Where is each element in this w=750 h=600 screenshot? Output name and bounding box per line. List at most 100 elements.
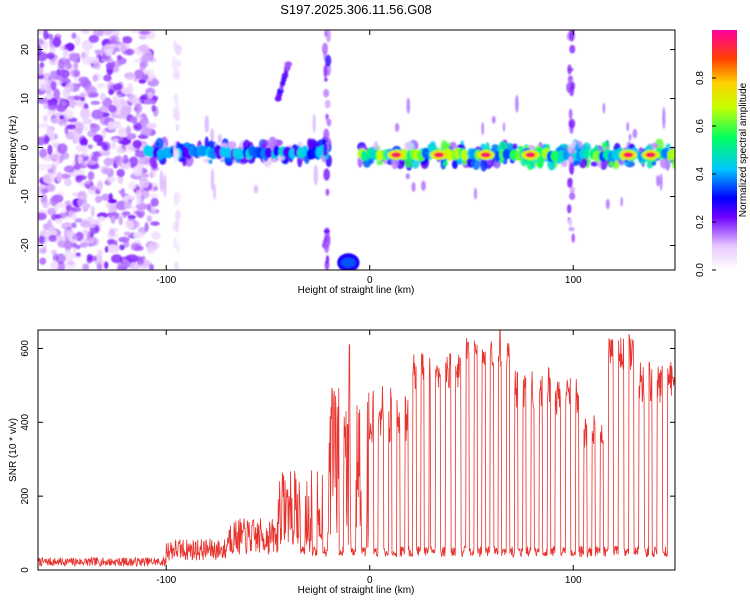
- noise-blob: [117, 127, 128, 138]
- noise-blob: [59, 115, 65, 120]
- noise-blob: [123, 137, 128, 146]
- vertical-streak: [569, 186, 575, 195]
- noise-blob: [63, 251, 74, 262]
- noise-blob: [86, 257, 93, 264]
- carrier-sidelobe: [405, 173, 410, 180]
- vertical-streak: [568, 226, 575, 232]
- noise-blob: [49, 104, 57, 109]
- noise-blob: [107, 121, 117, 131]
- carrier-sidelobe: [632, 128, 638, 139]
- noise-blob: [130, 116, 138, 124]
- carrier-halo: [208, 159, 213, 165]
- noise-blob: [84, 223, 96, 228]
- vertical-streak: [321, 42, 329, 55]
- noise-blob: [63, 44, 69, 51]
- noise-blob: [38, 187, 42, 196]
- noise-blob: [54, 214, 62, 220]
- noise-blob: [91, 109, 104, 120]
- noise-blob: [56, 253, 66, 264]
- noise-blob: [149, 263, 154, 270]
- carrier-sidelobe: [421, 180, 426, 191]
- x-tick-label: -100: [156, 275, 176, 286]
- noise-blob: [51, 249, 57, 256]
- vertical-streak: [324, 99, 331, 109]
- noise-blob: [46, 33, 54, 40]
- noise-blob: [145, 122, 157, 129]
- noise-blob: [111, 254, 123, 264]
- carrier-core: [264, 147, 272, 159]
- vertical-streak: [567, 143, 574, 154]
- noise-blob: [65, 204, 73, 212]
- noise-blob: [74, 218, 84, 223]
- vertical-streak: [567, 64, 572, 75]
- noise-blob: [45, 94, 53, 100]
- spectrogram-marks: [38, 30, 675, 270]
- vertical-streak: [173, 266, 181, 270]
- noise-blob: [73, 60, 79, 71]
- noise-blob: [133, 122, 143, 132]
- noise-blob: [123, 231, 132, 236]
- carrier-halo: [149, 156, 156, 168]
- noise-blob: [73, 163, 81, 171]
- hot-spot-core: [480, 152, 491, 158]
- carrier-core: [376, 149, 384, 161]
- noise-blob: [128, 198, 133, 204]
- noise-blob: [85, 180, 91, 185]
- noise-blob: [80, 30, 91, 35]
- noise-blob: [83, 126, 89, 131]
- spectrogram-x-axis: -100 0 100: [156, 30, 582, 286]
- noise-blob: [83, 51, 90, 56]
- vertical-streak: [567, 177, 573, 188]
- vertical-streak: [568, 108, 573, 120]
- vertical-streak: [569, 192, 576, 201]
- noise-blob: [66, 124, 77, 130]
- carrier-sidelobe: [217, 133, 222, 143]
- noise-blob: [96, 263, 103, 270]
- noise-blob: [78, 92, 89, 98]
- noise-blob: [38, 163, 47, 172]
- noise-blob: [113, 83, 123, 91]
- noise-blob: [94, 49, 103, 55]
- x-tick-label: 100: [565, 275, 582, 286]
- x-tick-label: 0: [367, 575, 373, 586]
- noise-blob: [108, 88, 114, 96]
- noise-blob: [45, 163, 53, 170]
- noise-blob: [63, 109, 75, 120]
- vertical-streak: [571, 233, 575, 243]
- noise-blob: [110, 215, 116, 224]
- noise-blob: [39, 257, 47, 265]
- vertical-streak: [176, 243, 180, 253]
- carrier-sidelobe: [491, 115, 496, 124]
- noise-blob: [130, 205, 137, 211]
- noise-blob: [128, 181, 137, 190]
- noise-blob: [38, 123, 50, 128]
- noise-blob: [56, 261, 66, 270]
- noise-blob: [127, 214, 136, 220]
- carrier-core: [583, 148, 590, 160]
- noise-blob: [146, 215, 153, 223]
- carrier-sidelobe: [473, 187, 477, 200]
- noise-blob: [122, 154, 129, 165]
- colorbar: 0.0 0.2 0.4 0.6 0.8 Normalized spectral ampl…: [695, 30, 749, 277]
- noise-blob: [120, 188, 126, 198]
- noise-blob: [103, 157, 114, 166]
- noise-blob: [75, 131, 80, 142]
- carrier-sidelobe: [659, 173, 663, 191]
- noise-blob: [150, 221, 160, 226]
- noise-blob: [92, 30, 104, 37]
- noise-blob: [53, 70, 63, 76]
- noise-blob: [96, 249, 104, 258]
- vertical-streak: [173, 236, 177, 249]
- noise-blob: [82, 118, 92, 125]
- noise-blob: [50, 80, 57, 91]
- noise-blob: [108, 228, 116, 237]
- vertical-streak: [323, 128, 330, 141]
- y-tick-label: 20: [20, 44, 31, 56]
- colorbar-tick-label: 0.0: [695, 263, 706, 277]
- noise-blob: [47, 144, 53, 156]
- noise-blob: [67, 260, 75, 266]
- noise-blob: [148, 193, 160, 199]
- noise-blob: [92, 74, 99, 82]
- snr-y-label: SNR (10 * v/v): [8, 418, 19, 482]
